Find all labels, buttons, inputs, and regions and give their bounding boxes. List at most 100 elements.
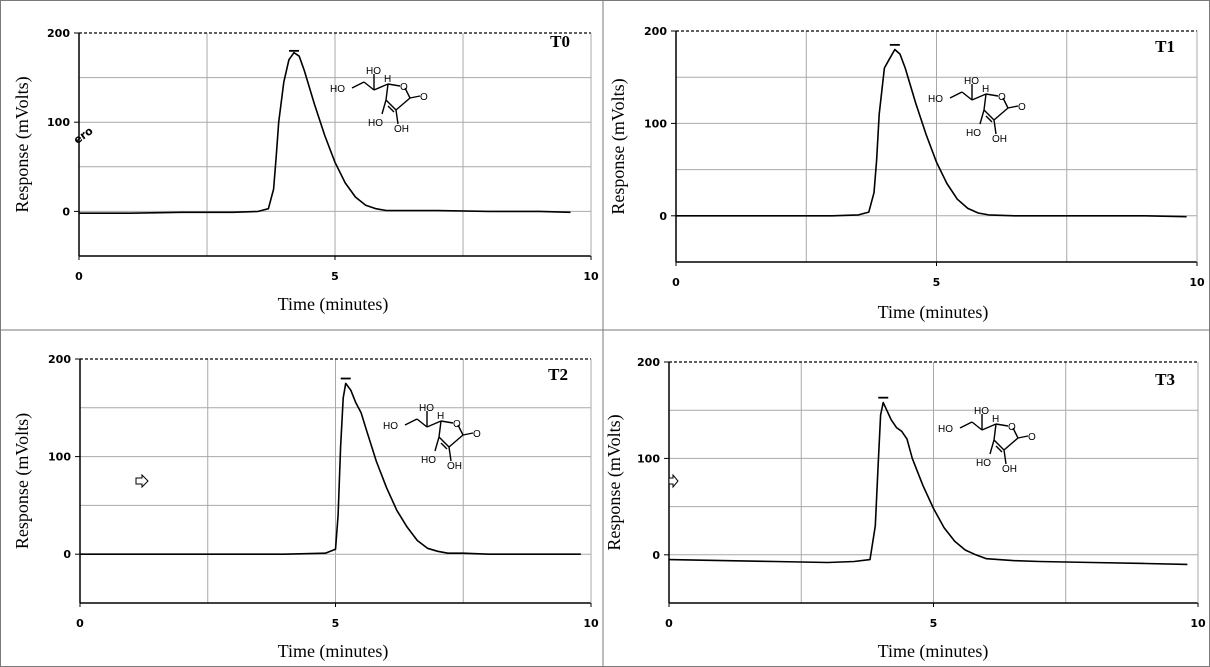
molecule-bond xyxy=(1002,97,1009,109)
molecule-bond xyxy=(1012,427,1019,439)
chromatogram-trace xyxy=(676,48,1187,218)
molecule-bond xyxy=(971,421,983,431)
molecule-bond xyxy=(438,436,450,448)
molecule-bond xyxy=(1007,105,1019,109)
molecule-atom-label: HO xyxy=(366,66,381,77)
x-tick-label: 10 xyxy=(1189,276,1205,289)
molecule-bond xyxy=(416,418,428,428)
y-tick-label: 0 xyxy=(62,205,70,218)
molecule-bond xyxy=(351,81,365,89)
molecule-bond xyxy=(434,436,440,452)
molecule-bond xyxy=(983,109,995,121)
molecule-bond xyxy=(409,95,421,99)
molecule-atom-label: H xyxy=(992,414,999,425)
molecule-atom-label: OH xyxy=(992,134,1007,145)
molecule-atom-label: H xyxy=(384,74,391,85)
x-tick-label: 10 xyxy=(583,270,599,283)
molecule-atom-label: HO xyxy=(419,403,434,414)
event-annotation-label: ero xyxy=(71,124,96,147)
molecule-atom-label: O xyxy=(420,92,428,103)
x-axis-label: Time (minutes) xyxy=(878,302,989,323)
y-tick-label: 0 xyxy=(63,548,71,561)
molecule-bond xyxy=(404,418,418,426)
molecule-atom-label: OH xyxy=(394,124,409,135)
y-tick-label: 100 xyxy=(644,117,667,130)
molecule-atom-label: O xyxy=(1008,422,1016,433)
x-tick-label: 10 xyxy=(583,617,599,630)
molecule-bond xyxy=(395,109,399,125)
molecule-bond xyxy=(1017,435,1029,439)
molecule-bond xyxy=(1003,449,1007,465)
chromatogram-trace xyxy=(79,51,571,214)
molecule-bond xyxy=(440,420,454,424)
chart-panel-t1: 0 100 200 0 5 10 Time (minutes) Response (mVolt… xyxy=(608,25,1205,323)
x-tick-label: 5 xyxy=(930,617,938,630)
molecule-bond xyxy=(387,105,395,113)
chromatogram-trace xyxy=(668,401,1188,566)
molecule-bond xyxy=(426,420,442,428)
chart-panel-t3: 0 100 200 0 5 10 Time (minutes) Response (mVolt… xyxy=(604,356,1206,662)
panel-tag-label: T2 xyxy=(548,365,568,384)
molecule-bond xyxy=(989,439,995,455)
panel-tag-label: T1 xyxy=(1155,37,1175,56)
molecule-bond xyxy=(448,446,452,462)
molecule-bond xyxy=(404,87,411,99)
molecule-atom-label: HO xyxy=(974,406,989,417)
x-tick-label: 0 xyxy=(75,270,83,283)
panel-tag-label: T3 xyxy=(1155,370,1175,389)
molecule-atom-label: O xyxy=(1028,432,1036,443)
x-tick-label: 5 xyxy=(332,617,340,630)
molecule-bond xyxy=(387,83,401,87)
molecule-bond xyxy=(993,119,997,135)
y-tick-label: 100 xyxy=(47,116,70,129)
molecule-atom-label: HO xyxy=(938,424,953,435)
molecule-atom-label: O xyxy=(1018,102,1026,113)
molecule-bond xyxy=(983,93,987,111)
molecule-bond xyxy=(959,421,973,429)
x-axis-label: Time (minutes) xyxy=(278,641,389,662)
molecule-bond xyxy=(385,99,397,111)
molecule-atom-label: HO xyxy=(421,455,436,466)
molecule-bond xyxy=(949,91,963,99)
molecule-bond xyxy=(457,424,464,436)
molecule-atom-label: O xyxy=(453,419,461,430)
chromatogram-trace xyxy=(80,382,581,555)
molecule-bond xyxy=(961,91,973,101)
x-tick-label: 0 xyxy=(665,617,673,630)
molecule-bond xyxy=(981,423,997,431)
molecule-bond xyxy=(971,93,987,101)
y-tick-label: 100 xyxy=(48,451,71,464)
y-axis-label: Response (mVolts) xyxy=(12,76,33,212)
molecule-atom-label: HO xyxy=(976,458,991,469)
x-tick-label: 10 xyxy=(1190,617,1206,630)
y-tick-label: 200 xyxy=(637,356,660,369)
molecule-bond xyxy=(995,423,1009,427)
molecule-bond xyxy=(462,432,474,436)
y-tick-label: 0 xyxy=(652,549,660,562)
y-tick-label: 200 xyxy=(644,25,667,38)
y-tick-label: 200 xyxy=(48,353,71,366)
molecule-atom-label: HO xyxy=(928,94,943,105)
x-tick-label: 5 xyxy=(933,276,941,289)
molecule-atom-label: O xyxy=(473,429,481,440)
molecule-bond xyxy=(993,107,1009,121)
molecule-bond xyxy=(1003,437,1019,451)
molecule-atom-label: HO xyxy=(964,76,979,87)
molecule-bond xyxy=(373,83,389,91)
molecule-atom-label: H xyxy=(982,84,989,95)
molecule-bond xyxy=(985,115,993,123)
molecule-atom-label: H xyxy=(437,411,444,422)
x-axis-label: Time (minutes) xyxy=(278,294,389,315)
molecule-bond xyxy=(381,99,387,115)
molecule-atom-label: O xyxy=(400,82,408,93)
molecule-bond xyxy=(993,423,997,441)
molecule-bond xyxy=(979,109,985,125)
injection-arrow-icon xyxy=(135,473,149,489)
y-axis-label: Response (mVolts) xyxy=(604,414,625,550)
molecule-bond xyxy=(985,93,999,97)
y-tick-label: 100 xyxy=(637,452,660,465)
molecule-atom-label: HO xyxy=(966,128,981,139)
x-tick-label: 0 xyxy=(672,276,680,289)
molecule-bond xyxy=(993,439,1005,451)
panel-tag-label: T0 xyxy=(550,32,570,51)
